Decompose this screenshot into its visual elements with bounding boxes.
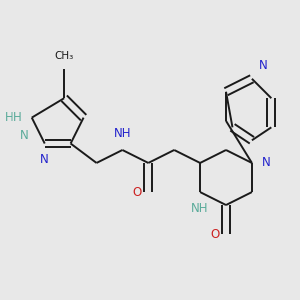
Text: NH: NH xyxy=(114,127,131,140)
Text: CH₃: CH₃ xyxy=(55,51,74,61)
Text: N: N xyxy=(20,129,28,142)
Text: NH: NH xyxy=(191,202,209,215)
Text: N: N xyxy=(258,59,267,72)
Text: HN: HN xyxy=(4,111,22,124)
Text: N: N xyxy=(40,153,49,166)
Text: N: N xyxy=(262,156,270,170)
Text: O: O xyxy=(210,228,220,241)
Text: O: O xyxy=(133,186,142,199)
Text: H: H xyxy=(13,111,22,124)
